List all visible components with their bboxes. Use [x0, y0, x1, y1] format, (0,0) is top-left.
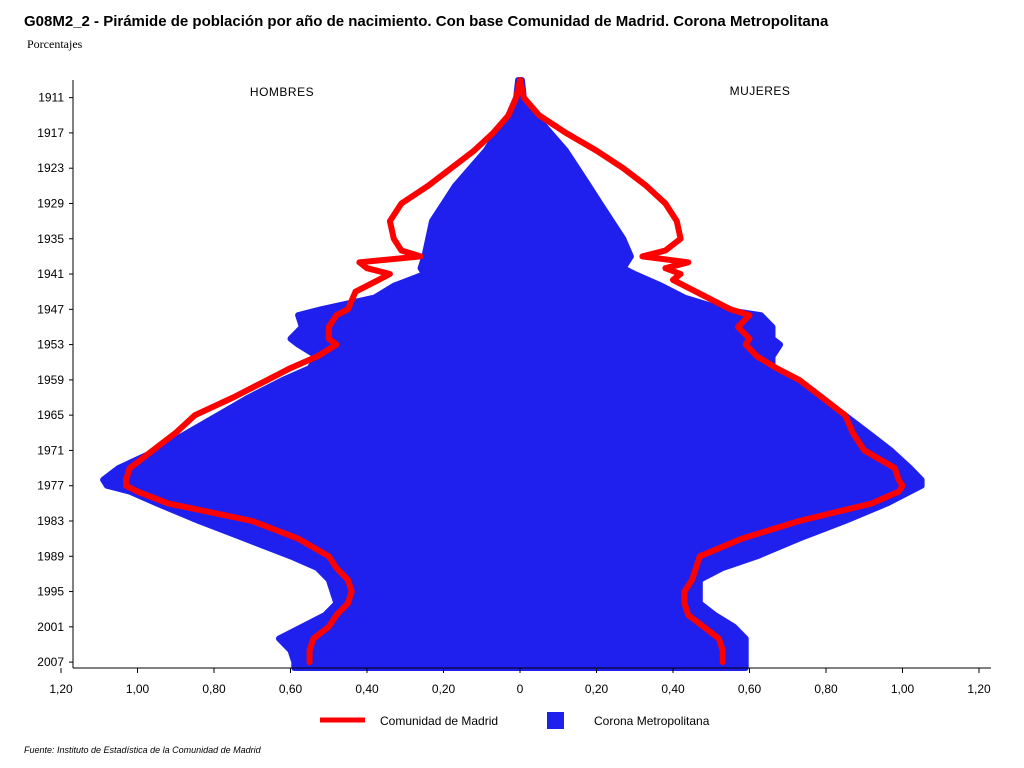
chart-title: G08M2_2 - Pirámide de población por año …: [24, 13, 829, 30]
y-tick-label: 1965: [37, 408, 64, 422]
x-tick-label: 1,20: [967, 682, 991, 696]
hombres-label: HOMBRES: [250, 85, 314, 99]
x-tick-label: 0,20: [585, 682, 609, 696]
x-tick-label: 0,60: [279, 682, 303, 696]
y-tick-label: 2007: [37, 655, 64, 669]
y-tick-label: 2001: [37, 620, 64, 634]
x-tick-label: 0,80: [202, 682, 226, 696]
y-tick-label: 1941: [37, 267, 64, 281]
y-tick-label: 1935: [37, 232, 64, 246]
corona-metropolitana-area: [100, 77, 925, 671]
y-tick-label: 1977: [37, 479, 64, 493]
y-tick-label: 1917: [37, 126, 64, 140]
y-tick-label: 1947: [37, 302, 64, 316]
x-tick-label: 0,80: [814, 682, 838, 696]
madrid-men-line: [123, 77, 523, 666]
madrid-women-line: [517, 77, 906, 666]
y-tick-label: 1983: [37, 514, 64, 528]
y-tick-label: 1971: [37, 443, 64, 457]
x-tick-label: 1,00: [891, 682, 915, 696]
axes: 1911 1917 1923 1929 1935 1941 1947 1953 1959 1965…: [37, 80, 991, 696]
y-tick-label: 1923: [37, 161, 64, 175]
legend-madrid-label: Comunidad de Madrid: [380, 714, 498, 728]
legend-corona-label: Corona Metropolitana: [594, 714, 710, 728]
x-tick-label: 0,60: [738, 682, 762, 696]
x-tick-label: 1,00: [126, 682, 150, 696]
y-tick-label: 1953: [37, 338, 64, 352]
y-tick-label: 1929: [37, 196, 64, 210]
legend-corona-swatch: [547, 712, 564, 729]
plot-area: [100, 77, 925, 671]
x-tick-label: 0,40: [661, 682, 685, 696]
source-note: Fuente: Instituto de Estadística de la C…: [24, 745, 261, 755]
mujeres-label: MUJERES: [730, 84, 791, 98]
x-tick-label: 0: [517, 682, 524, 696]
x-tick-label: 0,40: [355, 682, 379, 696]
y-tick-label: 1911: [38, 91, 64, 105]
legend: Comunidad de Madrid Corona Metropolitana: [320, 712, 710, 729]
x-tick-label: 1,20: [49, 682, 73, 696]
x-tick-label: 0,20: [432, 682, 456, 696]
chart-subtitle: Porcentajes: [27, 37, 83, 51]
y-tick-label: 1995: [37, 585, 64, 599]
y-tick-label: 1959: [37, 373, 64, 387]
y-tick-label: 1989: [37, 549, 64, 563]
